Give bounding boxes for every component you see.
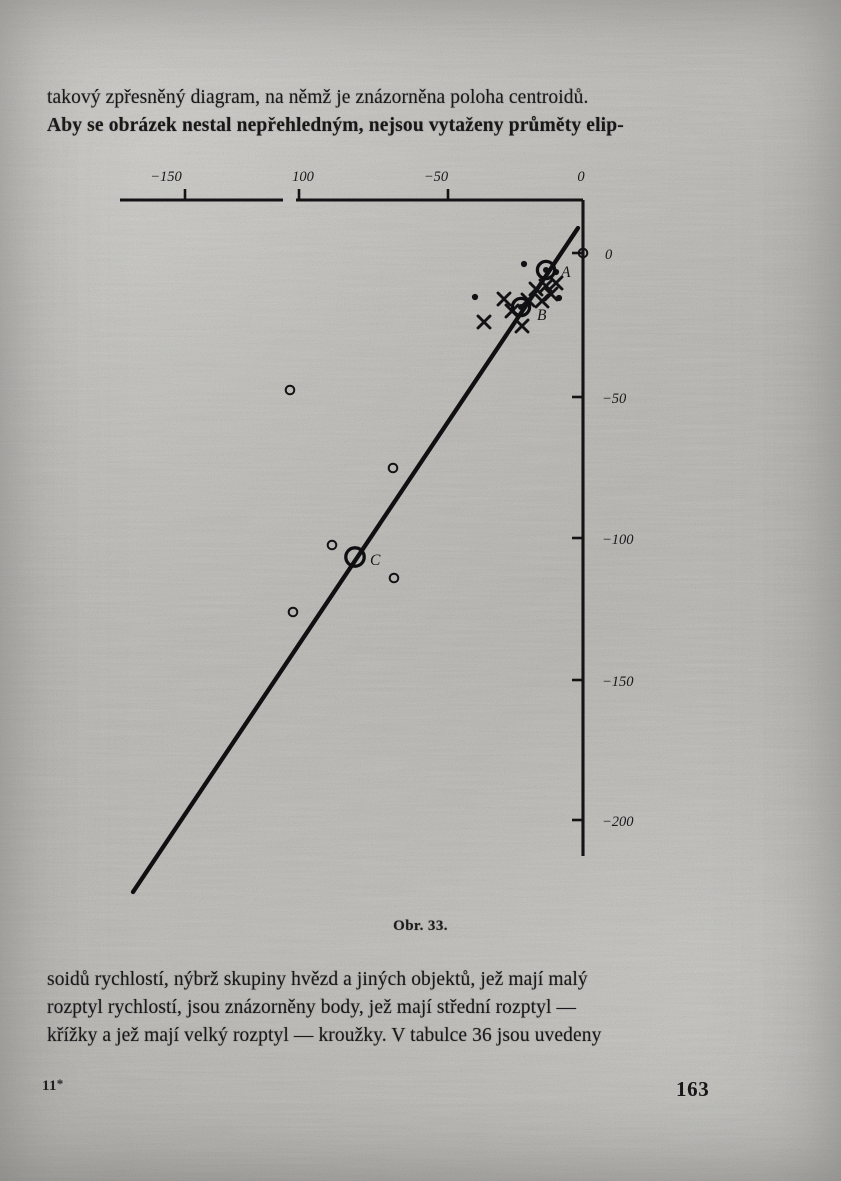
- centroid-b-label: B: [537, 307, 547, 324]
- paragraph-bottom-line-3: křížky a jež mají velký rozptyl — kroužk…: [47, 1025, 602, 1046]
- signature-asterisk: *: [56, 1076, 64, 1091]
- x-tick-label-2: −50: [424, 169, 449, 185]
- y-tick-label-4: −200: [602, 814, 634, 830]
- y-tick-label-3: −150: [602, 674, 634, 690]
- centroid-a: A: [535, 259, 571, 281]
- data-point-dot: [520, 260, 528, 268]
- y-tick-label-0: 0: [605, 247, 613, 263]
- data-point-cross: [504, 303, 520, 319]
- paragraph-top: takový zpřesněný diagram, na němž je zná…: [47, 84, 763, 140]
- centroid-b-marker: [510, 296, 532, 318]
- centroid-b-core: [518, 304, 524, 310]
- data-point-cross: [538, 278, 554, 294]
- signature-mark: 11*: [42, 1076, 64, 1095]
- data-point-dot: [552, 268, 560, 276]
- paragraph-top-line-1: takový zpřesněný diagram, na němž je zná…: [47, 87, 589, 108]
- data-point-circle: [287, 606, 299, 618]
- data-point-cross: [514, 318, 530, 334]
- data-point-cross: [548, 275, 564, 291]
- x-tick-label-1: 100: [292, 169, 315, 185]
- page-number: 163: [676, 1077, 710, 1101]
- y-tick-label-2: −100: [602, 532, 634, 548]
- figure-caption: Obr. 33.: [393, 918, 448, 934]
- data-point-dot: [555, 294, 563, 302]
- centroid-b: B: [510, 296, 547, 324]
- paragraph-bottom: soidů rychlostí, nýbrž skupiny hvězd a j…: [47, 966, 767, 1050]
- scatter-group-crosses: [476, 275, 564, 334]
- signature-number: 11: [42, 1078, 57, 1094]
- data-point-cross: [528, 281, 544, 297]
- scatter-group-dots: [471, 260, 563, 302]
- regression-line: [130, 225, 581, 895]
- data-point-circle: [577, 247, 589, 259]
- centroid-c: C: [344, 546, 381, 569]
- paragraph-bottom-line-1: soidů rychlostí, nýbrž skupiny hvězd a j…: [47, 969, 588, 990]
- x-tick-label-3: 0: [577, 169, 585, 185]
- centroid-c-label: C: [370, 552, 381, 569]
- data-point-circle: [388, 572, 400, 584]
- data-point-cross: [543, 286, 559, 302]
- data-point-dot: [471, 293, 479, 301]
- data-point-cross: [476, 314, 492, 330]
- centroid-a-label: A: [560, 264, 571, 281]
- y-tick-label-1: −50: [602, 391, 627, 407]
- data-point-circle: [387, 462, 399, 474]
- centroid-a-core: [543, 267, 549, 273]
- centroid-c-marker: [344, 546, 366, 568]
- data-point-circle: [284, 384, 296, 396]
- paragraph-bottom-line-2: rozptyl rychlostí, jsou znázorněny body,…: [47, 997, 577, 1018]
- data-point-cross: [496, 291, 512, 307]
- data-point-cross: [520, 292, 536, 308]
- scatter-group-circles: [284, 247, 589, 618]
- x-tick-label-0: −150: [150, 169, 182, 185]
- centroid-a-marker: [535, 259, 557, 281]
- data-point-circle: [326, 539, 338, 551]
- data-point-cross: [534, 293, 550, 309]
- paragraph-top-line-2: Aby se obrázek nestal nepřehledným, nejs…: [47, 115, 624, 136]
